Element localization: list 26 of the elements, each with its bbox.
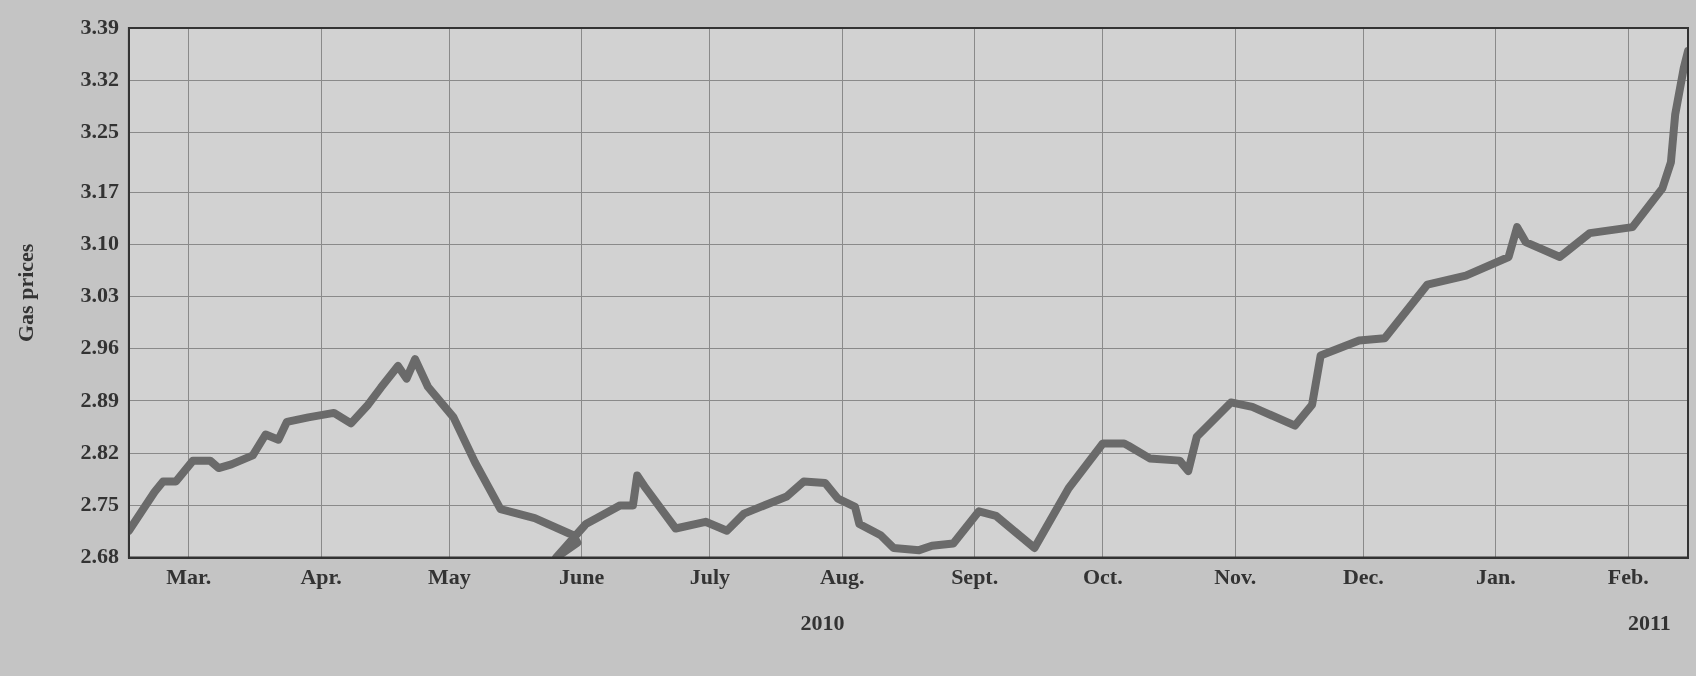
x-tick-label: Jan.: [1475, 564, 1516, 590]
x-tick-label: Aug.: [819, 564, 865, 590]
x-tick-label: Sept.: [951, 564, 999, 590]
y-tick-label: 2.89: [80, 386, 119, 412]
x-tick-label: June: [559, 564, 605, 590]
x-tick-label: Mar.: [166, 564, 212, 590]
x-tick-label: May: [427, 564, 471, 590]
x-tick-label: Nov.: [1214, 564, 1257, 590]
text: 2010: [800, 610, 845, 636]
x-tick-label: Dec.: [1342, 564, 1384, 590]
y-tick-label: 3.25: [80, 118, 119, 144]
y-axis-title: Gas prices: [12, 243, 38, 342]
x-tick-label: Feb.: [1607, 564, 1649, 590]
x-tick-label: July: [689, 564, 730, 590]
y-tick-label: 2.75: [80, 491, 119, 517]
y-tick-label: 3.10: [80, 230, 119, 255]
y-tick-label: 2.68: [80, 543, 119, 569]
y-tick-label: 2.82: [80, 438, 119, 464]
y-tick-label: 2.96: [80, 334, 119, 360]
y-tick-label: 3.17: [80, 177, 119, 203]
y-tick-label: 3.32: [80, 65, 119, 91]
y-tick-label: 3.03: [80, 282, 119, 308]
x-tick-label: Oct.: [1082, 564, 1123, 590]
x-tick-label: Apr.: [300, 564, 342, 590]
text: 2011: [1628, 610, 1671, 636]
y-tick-label: 3.39: [80, 13, 119, 39]
